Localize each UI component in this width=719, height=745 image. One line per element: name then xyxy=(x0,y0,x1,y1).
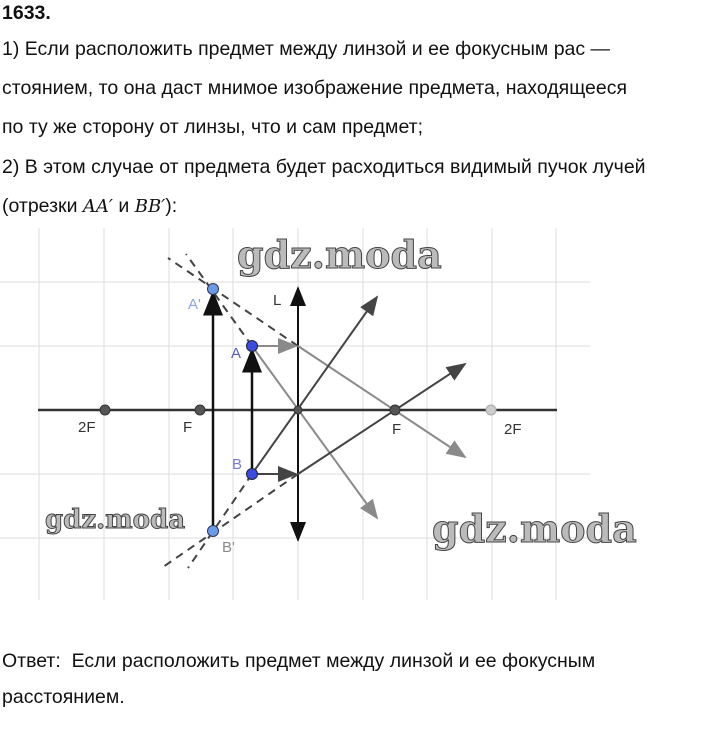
point-f-right xyxy=(389,404,401,416)
ray-b-refracted xyxy=(297,362,467,475)
point-b xyxy=(246,468,258,480)
point-a-image xyxy=(207,283,219,295)
label-f-right: F xyxy=(392,421,401,438)
rays xyxy=(251,295,467,520)
label-f-left: F xyxy=(183,419,192,436)
point-center xyxy=(293,405,303,415)
axis-points xyxy=(99,404,497,416)
label-lens: L xyxy=(273,292,281,309)
watermark: gdz.moda xyxy=(432,506,637,551)
label-b: B xyxy=(232,456,242,473)
segment-aa: AA′ xyxy=(82,196,113,217)
text-line-4: 2) В этом случае от предмета будет расхо… xyxy=(2,156,646,178)
point-2f-right xyxy=(485,404,497,416)
point-f-left xyxy=(194,404,206,416)
answer-line: Ответ: Если расположить предмет между ли… xyxy=(2,650,596,672)
answer-label: Ответ: xyxy=(2,650,61,672)
label-a-image: A' xyxy=(188,296,201,313)
ray-a-refracted xyxy=(297,345,467,459)
watermark: gdz.moda xyxy=(45,505,185,535)
segment-bb: BB′ xyxy=(134,196,166,217)
label-2f-right: 2F xyxy=(504,421,522,438)
text-line-2: стоянием, то она даст мнимое изображение… xyxy=(2,77,628,99)
label-a: A xyxy=(231,345,241,362)
point-a xyxy=(246,340,258,352)
watermark: gdz.moda xyxy=(237,232,442,277)
problem-number: 1633. xyxy=(2,2,51,24)
point-2f-left xyxy=(99,404,111,416)
ray-a-center xyxy=(251,345,379,520)
answer-line-2: расстоянием. xyxy=(2,686,125,708)
text-line-5: (отрезки AA′ и BB′): xyxy=(2,195,178,217)
point-b-image xyxy=(207,525,219,537)
text-line-3: по ту же сторону от линзы, что и сам пре… xyxy=(2,116,423,138)
label-2f-left: 2F xyxy=(78,419,96,436)
label-b-image: B' xyxy=(222,539,235,556)
ray-b-center xyxy=(251,295,379,475)
text-line-1: 1) Если расположить предмет между линзой… xyxy=(2,38,611,60)
